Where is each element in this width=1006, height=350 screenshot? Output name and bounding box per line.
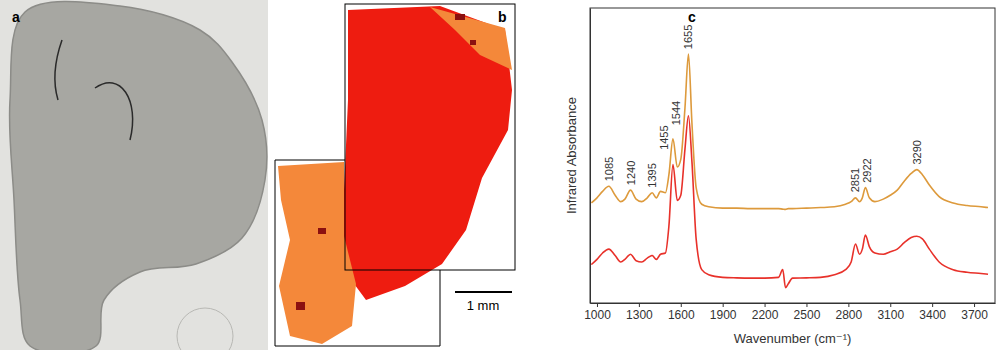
map-pixel: [470, 40, 476, 45]
x-tick-mark: [890, 303, 891, 307]
map-frame: [275, 160, 440, 346]
x-tick-mark: [597, 303, 598, 307]
panel-label: c: [688, 9, 696, 25]
spectrum-line: [591, 54, 988, 209]
x-tick: 3400: [919, 303, 946, 322]
x-tick: 3100: [877, 303, 904, 322]
x-tick: 1900: [710, 303, 737, 322]
x-tick-label: 2800: [836, 308, 863, 322]
peak-labels: 1085 1240 1395 14551544 1655 28512922 3290: [603, 25, 923, 193]
peak-label: 2851: [849, 168, 861, 192]
x-axis: 1000 1300 1600 1900 2200 2500 2800 3100 3400 3700: [584, 303, 995, 322]
peak-label: 1455: [658, 125, 670, 149]
x-tick-mark: [639, 303, 640, 307]
x-tick-mark: [765, 303, 766, 307]
tissue-fold: [95, 83, 133, 140]
map-cluster: [430, 7, 512, 70]
x-tick: 2800: [836, 303, 863, 322]
tissue-fold: [55, 40, 62, 100]
scale-bar-label: 1 mm: [467, 298, 500, 313]
x-tick-mark: [723, 303, 724, 307]
y-axis-line: [590, 9, 591, 304]
x-tick-mark: [681, 303, 682, 307]
scale-bar: [455, 291, 512, 293]
x-tick-label: 2200: [752, 308, 779, 322]
map-pixel: [318, 228, 326, 234]
map-cluster: [338, 6, 512, 300]
x-tick-mark: [932, 303, 933, 307]
x-tick-label: 3400: [919, 308, 946, 322]
figure: a b 1 mm 1000 1300 1600 1900 2200 2500 2800 3100 34…: [0, 0, 1006, 350]
x-tick: 1600: [668, 303, 695, 322]
x-axis-line: [591, 303, 996, 304]
map-pixel: [455, 14, 465, 20]
y-axis-title: Infrared Absorbance: [564, 97, 579, 214]
x-tick-label: 1300: [626, 308, 653, 322]
x-tick-label: 1900: [710, 308, 737, 322]
x-tick-mark: [848, 303, 849, 307]
peak-label: 1544: [670, 101, 682, 125]
y-axis: [590, 9, 591, 304]
x-tick: 1000: [584, 303, 611, 322]
x-tick-label: 1600: [668, 308, 695, 322]
x-axis-title: Wavenumber (cm⁻¹): [734, 331, 852, 346]
peak-label: 1655: [682, 25, 694, 49]
plot-frame: [590, 8, 995, 303]
peak-label: 3290: [911, 140, 923, 164]
x-tick: 1300: [626, 303, 653, 322]
x-tick-label: 2500: [794, 308, 821, 322]
plot-marks: [591, 54, 988, 287]
peak-label: 2922: [861, 158, 873, 182]
peak-label: 1085: [603, 157, 615, 181]
x-tick-mark: [806, 303, 807, 307]
panel-label: a: [12, 9, 20, 25]
panel-c: 1000 1300 1600 1900 2200 2500 2800 3100 3400 3700…: [564, 8, 996, 346]
x-tick-label: 3700: [961, 308, 988, 322]
peak-label: 1395: [646, 163, 658, 187]
x-tick-mark: [974, 303, 975, 307]
x-tick-label: 1000: [584, 308, 611, 322]
panel-a: a: [0, 0, 268, 350]
spectrum-line: [591, 116, 988, 288]
map-cluster: [278, 162, 356, 344]
map-pixel: [296, 302, 305, 310]
tissue-section: [9, 2, 266, 350]
x-tick: 3700: [961, 303, 988, 322]
x-tick: 2200: [752, 303, 779, 322]
peak-label: 1240: [625, 161, 637, 185]
panel-label: b: [498, 9, 507, 25]
bubble: [177, 308, 233, 350]
x-tick-label: 3100: [877, 308, 904, 322]
x-tick: 2500: [794, 303, 821, 322]
panel-b: b 1 mm: [275, 4, 515, 346]
map-frame: [345, 4, 515, 270]
